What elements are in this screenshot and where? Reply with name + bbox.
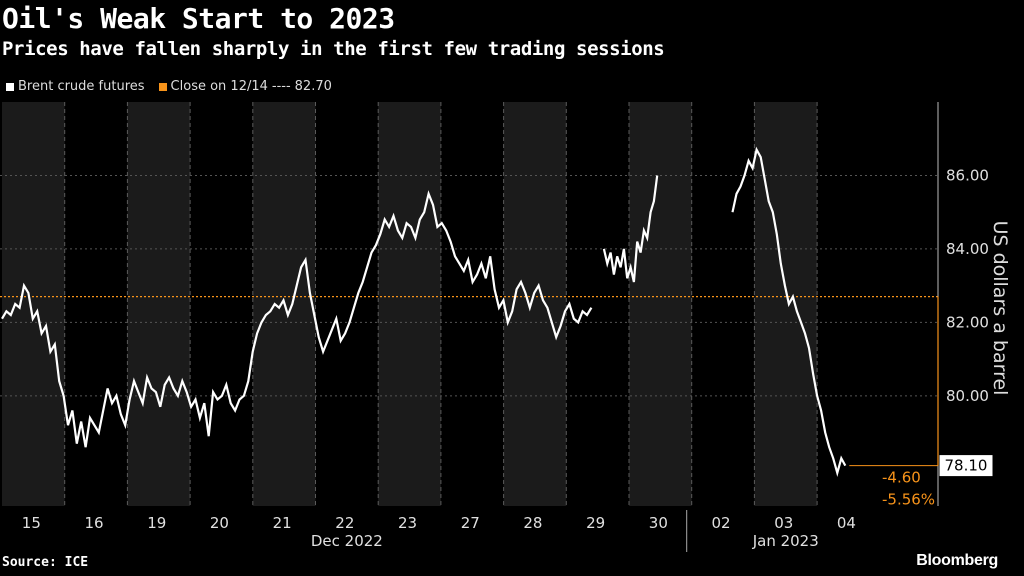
source-note: Source: ICE — [2, 555, 89, 570]
legend-reference-value: 82.70 — [294, 79, 332, 94]
x-tick-label: 19 — [147, 514, 166, 532]
y-tick-label: 84.00 — [946, 240, 989, 258]
legend-item-reference: Close on 12/14 ---- 82.70 — [158, 79, 332, 94]
x-tick-label: 02 — [712, 514, 731, 532]
x-tick-label: 21 — [273, 514, 292, 532]
last-value-label: 78.10 — [945, 457, 988, 475]
x-tick-label: 30 — [649, 514, 668, 532]
legend-swatch-reference — [158, 82, 167, 91]
y-tick-label: 86.00 — [946, 166, 989, 184]
change-absolute-label: -4.60 — [882, 469, 921, 487]
axes-group: 15 16 19 20 21 22 23 27 28 29 30 02 03 04 80.00 82.00 84… — [22, 102, 989, 552]
x-tick-label: 03 — [774, 514, 793, 532]
last-value-box — [939, 455, 993, 477]
y-tick-label: 80.00 — [946, 387, 989, 405]
session-band — [629, 102, 692, 506]
session-bands — [2, 102, 818, 506]
y-tick-label: 82.00 — [946, 313, 989, 331]
session-band — [127, 102, 191, 506]
x-tick-label: 04 — [837, 514, 856, 532]
x-tick-label: 22 — [335, 514, 354, 532]
series-group — [1, 146, 847, 478]
session-band — [754, 102, 818, 506]
legend-swatch-brent — [6, 82, 14, 91]
legend-label-reference: Close on 12/14 — [170, 79, 268, 94]
x-tick-label: 23 — [398, 514, 417, 532]
x-tick-label: 28 — [523, 514, 542, 532]
brent-series-line — [731, 146, 847, 478]
session-band — [378, 102, 441, 506]
x-tick-label: 15 — [22, 514, 41, 532]
x-tick-label: 16 — [85, 514, 104, 532]
x-tick-label: 20 — [210, 514, 229, 532]
grid-lines — [0, 102, 938, 506]
legend-dashes: ---- — [271, 79, 291, 94]
session-band — [2, 102, 65, 506]
month-label: Jan 2023 — [752, 532, 819, 550]
y-axis-label: US dollars a barrel — [989, 220, 1011, 396]
x-tick-label: 29 — [586, 514, 605, 532]
x-tick-label: 27 — [461, 514, 480, 532]
legend-label-brent: Brent crude futures — [18, 79, 145, 94]
brent-series-line — [1, 190, 593, 448]
chart-title: Oil's Weak Start to 2023 — [2, 2, 395, 35]
month-label: Dec 2022 — [311, 532, 383, 550]
change-percent-label: -5.56% — [882, 491, 935, 509]
bloomberg-logo: Bloomberg — [916, 552, 998, 569]
legend-item-brent: Brent crude futures — [6, 79, 145, 94]
chart-subtitle: Prices have fallen sharply in the first … — [2, 38, 665, 60]
brent-series-line — [602, 175, 659, 283]
legend: Brent crude futures Close on 12/14 ---- … — [6, 79, 332, 94]
label-group: 78.10 -4.60 -5.56% — [849, 296, 993, 509]
